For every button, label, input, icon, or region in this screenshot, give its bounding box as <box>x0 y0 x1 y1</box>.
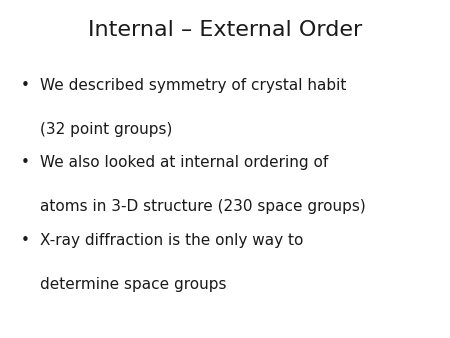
Text: atoms in 3-D structure (230 space groups): atoms in 3-D structure (230 space groups… <box>40 199 366 214</box>
Text: (32 point groups): (32 point groups) <box>40 122 173 137</box>
Text: Internal – External Order: Internal – External Order <box>88 20 362 40</box>
Text: We described symmetry of crystal habit: We described symmetry of crystal habit <box>40 78 347 93</box>
Text: •: • <box>20 155 29 170</box>
Text: •: • <box>20 233 29 248</box>
Text: X-ray diffraction is the only way to: X-ray diffraction is the only way to <box>40 233 304 248</box>
Text: We also looked at internal ordering of: We also looked at internal ordering of <box>40 155 329 170</box>
Text: determine space groups: determine space groups <box>40 277 227 292</box>
Text: •: • <box>20 78 29 93</box>
